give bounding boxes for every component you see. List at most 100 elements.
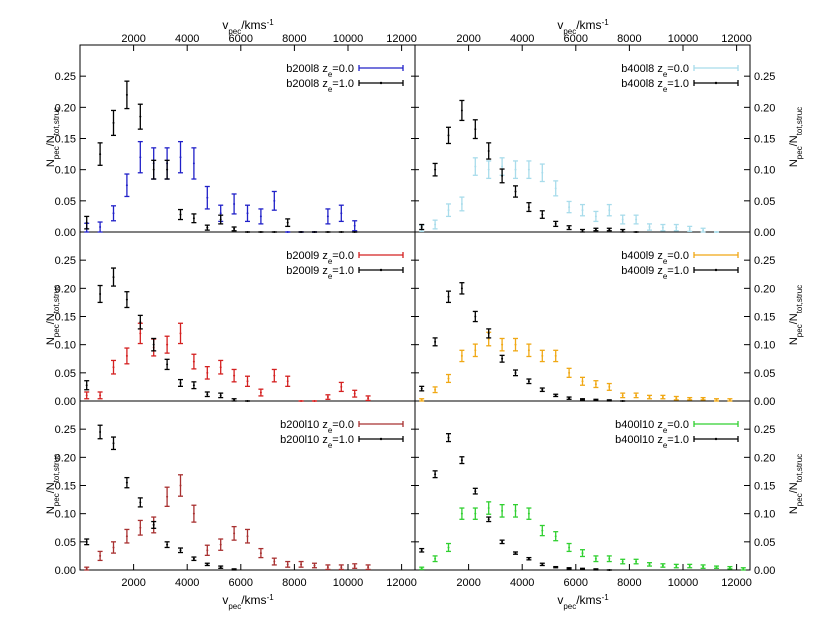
point-marker [594, 557, 597, 560]
data-point [84, 215, 90, 230]
data-point [513, 369, 518, 377]
point-marker [139, 115, 142, 118]
y-label-sub2: tot,struc [795, 285, 804, 313]
data-point [271, 231, 277, 233]
y-tick-label-left: 0.10 [55, 509, 76, 521]
point-marker [594, 228, 597, 231]
legend-label: b400l9 ze=1.0 [621, 265, 689, 281]
data-point [472, 487, 478, 495]
legend-entry-b200l10-ze0: b200l10 ze=0.0 [280, 419, 404, 435]
data-point [673, 395, 679, 401]
point-marker [474, 315, 477, 318]
y-label-main: N [45, 159, 57, 167]
data-point [633, 392, 639, 399]
data-point [472, 343, 478, 358]
y-label-main: N [788, 159, 800, 167]
data-point [231, 568, 237, 571]
data-point [580, 398, 585, 401]
point-marker [648, 396, 651, 399]
point-marker [139, 501, 142, 504]
point-marker [635, 231, 638, 233]
point-marker [300, 400, 303, 402]
y-tick-label-left: 0.05 [55, 368, 76, 380]
legend-point [379, 437, 383, 441]
data-point [258, 208, 264, 225]
y-tick-label-right: 0.00 [754, 396, 775, 408]
point-marker [233, 532, 236, 535]
data-point [325, 394, 331, 400]
point-marker [219, 543, 222, 546]
series-b200l10-ze1 [84, 424, 237, 571]
data-point [539, 210, 545, 219]
point-marker [715, 566, 718, 569]
series-b400l9-ze0 [419, 331, 733, 402]
data-point [593, 398, 599, 402]
point-marker [246, 380, 249, 383]
point-marker [340, 385, 343, 388]
data-point [419, 398, 425, 402]
data-point [513, 160, 518, 180]
data-point [97, 221, 103, 233]
point-marker [192, 162, 195, 165]
y-label-sep: /N [45, 313, 57, 324]
data-point [606, 382, 612, 391]
data-point [606, 555, 612, 563]
point-marker [460, 459, 463, 462]
data-point [151, 159, 157, 180]
data-point [526, 556, 532, 561]
point-marker [648, 563, 651, 566]
point-marker [554, 354, 557, 357]
data-point [553, 565, 559, 569]
data-point [472, 119, 478, 140]
y-tick-label-left: 0.20 [55, 452, 76, 464]
data-point [566, 542, 572, 553]
point-marker [259, 552, 262, 555]
point-marker [112, 366, 115, 369]
legend-entry-b400l9-ze0: b400l9 ze=0.0 [621, 250, 739, 266]
data-point [285, 560, 291, 568]
series-b400l10-ze0 [419, 501, 746, 571]
point-marker [527, 206, 530, 209]
y-tick-label-right: 0.25 [754, 255, 775, 267]
data-point [499, 337, 505, 352]
point-marker [474, 512, 477, 515]
point-marker [206, 393, 209, 396]
legend-entry-b200l10-ze1: b200l10 ze=1.0 [280, 434, 404, 450]
point-marker [206, 196, 209, 199]
data-point [84, 391, 90, 400]
x-tick-label-bottom: 10000 [333, 577, 364, 589]
data-point [419, 385, 425, 392]
point-marker [554, 222, 557, 225]
data-point [580, 376, 585, 386]
point-marker [179, 549, 182, 552]
data-point [446, 433, 451, 443]
data-point [526, 160, 532, 180]
data-point [660, 223, 666, 232]
data-point [258, 231, 264, 233]
point-marker [635, 218, 638, 221]
point-marker [568, 546, 571, 549]
data-point [606, 399, 612, 402]
point-marker [125, 481, 128, 484]
data-point [432, 555, 438, 563]
point-marker [353, 565, 356, 568]
y-label-sep: /N [788, 313, 800, 324]
point-marker [286, 563, 289, 566]
point-marker [420, 549, 423, 552]
data-point [111, 205, 116, 222]
x-label-unit: /kms [576, 18, 601, 32]
data-point [218, 392, 224, 399]
data-point [459, 456, 465, 465]
x-tick-label-top: 4000 [175, 33, 199, 45]
x-tick-label-bottom: 6000 [229, 577, 253, 589]
data-point [178, 547, 183, 554]
data-point [312, 231, 317, 233]
legend-label: b400l8 ze=1.0 [621, 78, 689, 94]
y-tick-label-right: 0.20 [754, 283, 775, 295]
data-point [124, 173, 130, 198]
point-marker [206, 549, 209, 552]
y-axis-label-right-row2: Npec/Ntot,struc [788, 285, 804, 345]
data-point [271, 190, 277, 211]
